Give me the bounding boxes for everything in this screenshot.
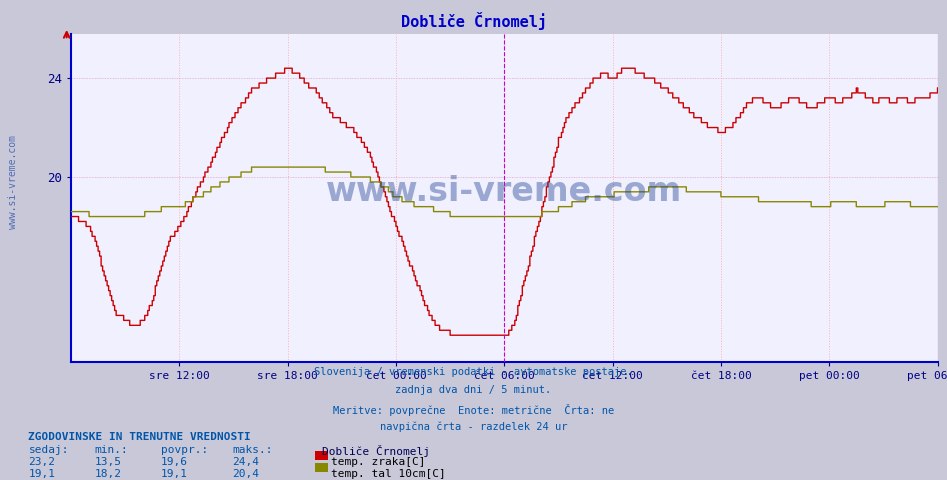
Text: Dobliče Črnomelj: Dobliče Črnomelj — [322, 445, 430, 457]
Text: 18,2: 18,2 — [95, 469, 122, 480]
Text: Dobliče Črnomelj: Dobliče Črnomelj — [401, 12, 546, 30]
Text: navpična črta - razdelek 24 ur: navpična črta - razdelek 24 ur — [380, 422, 567, 432]
Text: 20,4: 20,4 — [232, 469, 259, 480]
Text: zadnja dva dni / 5 minut.: zadnja dva dni / 5 minut. — [396, 385, 551, 396]
Text: maks.:: maks.: — [232, 445, 273, 456]
Text: 24,4: 24,4 — [232, 457, 259, 468]
Text: 23,2: 23,2 — [28, 457, 56, 468]
Text: 19,6: 19,6 — [161, 457, 188, 468]
Text: min.:: min.: — [95, 445, 129, 456]
Text: sedaj:: sedaj: — [28, 445, 69, 456]
Text: Meritve: povprečne  Enote: metrične  Črta: ne: Meritve: povprečne Enote: metrične Črta:… — [333, 404, 614, 416]
Text: 13,5: 13,5 — [95, 457, 122, 468]
Text: Slovenija / vremenski podatki - avtomatske postaje.: Slovenija / vremenski podatki - avtomats… — [314, 367, 633, 377]
Text: temp. zraka[C]: temp. zraka[C] — [331, 457, 426, 468]
Text: ZGODOVINSKE IN TRENUTNE VREDNOSTI: ZGODOVINSKE IN TRENUTNE VREDNOSTI — [28, 432, 251, 442]
Text: povpr.:: povpr.: — [161, 445, 208, 456]
Text: temp. tal 10cm[C]: temp. tal 10cm[C] — [331, 469, 446, 480]
Text: www.si-vreme.com: www.si-vreme.com — [8, 135, 18, 229]
Text: www.si-vreme.com: www.si-vreme.com — [326, 175, 683, 208]
Text: 19,1: 19,1 — [161, 469, 188, 480]
Text: 19,1: 19,1 — [28, 469, 56, 480]
